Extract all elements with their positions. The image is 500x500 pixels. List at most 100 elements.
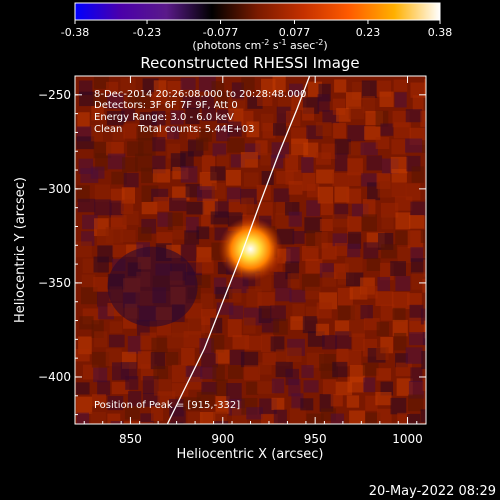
heatmap-cell bbox=[152, 155, 166, 174]
heatmap-cell bbox=[362, 199, 376, 217]
heatmap-cell bbox=[392, 307, 406, 322]
heatmap-cell bbox=[363, 318, 380, 331]
heatmap-cell bbox=[322, 379, 337, 396]
heatmap-cell bbox=[321, 242, 337, 260]
heatmap-cell bbox=[166, 352, 179, 366]
heatmap-cell bbox=[411, 166, 425, 183]
heatmap-cell bbox=[183, 397, 201, 411]
heatmap-cell bbox=[166, 332, 185, 349]
heatmap-cell bbox=[78, 80, 93, 96]
x-tick-label: 900 bbox=[211, 432, 234, 446]
heatmap-cell bbox=[227, 365, 243, 379]
heatmap-cell bbox=[150, 352, 166, 370]
heatmap-cell bbox=[337, 287, 353, 306]
heatmap-cell bbox=[213, 421, 229, 424]
heatmap-cell bbox=[409, 215, 425, 229]
heatmap-cell bbox=[394, 92, 407, 108]
heatmap-cell bbox=[272, 76, 286, 93]
heatmap-cell bbox=[361, 80, 378, 98]
heatmap-cell bbox=[171, 364, 188, 383]
heatmap-cell bbox=[210, 211, 229, 225]
heatmap-cell bbox=[244, 365, 261, 381]
heatmap-texture bbox=[75, 76, 443, 441]
heatmap-cell bbox=[375, 291, 394, 307]
heatmap-cell bbox=[135, 92, 151, 109]
heatmap-cell bbox=[289, 83, 303, 98]
x-tick-label: 850 bbox=[119, 432, 142, 446]
heatmap-cell bbox=[424, 79, 426, 97]
heatmap-cell bbox=[426, 292, 439, 308]
heatmap-cell bbox=[260, 153, 274, 166]
colorbar-gradient bbox=[74, 2, 441, 21]
heatmap-cell bbox=[380, 304, 395, 321]
y-tick-label: −400 bbox=[38, 370, 71, 384]
heatmap-cell bbox=[170, 110, 184, 125]
heatmap-cell bbox=[288, 181, 303, 195]
heatmap-cell bbox=[285, 427, 297, 441]
heatmap-cell bbox=[196, 391, 215, 408]
heatmap-cell bbox=[317, 186, 334, 204]
heatmap-cell bbox=[380, 123, 394, 136]
heatmap-cell bbox=[426, 181, 443, 196]
heatmap-cell bbox=[275, 212, 291, 231]
heatmap-cell bbox=[167, 212, 183, 230]
heatmap-cell bbox=[348, 350, 362, 366]
heatmap-cell bbox=[379, 91, 394, 107]
heatmap-cell bbox=[92, 394, 106, 407]
annotation-energy-range: Energy Range: 3.0 - 6.0 keV bbox=[94, 112, 234, 123]
heatmap-cell bbox=[322, 272, 337, 287]
heatmap-cell bbox=[76, 136, 95, 150]
heatmap-cell bbox=[375, 110, 389, 127]
heatmap-cell bbox=[229, 349, 245, 366]
heatmap-cell bbox=[407, 413, 421, 424]
heatmap-cell bbox=[395, 276, 411, 291]
heatmap-cell bbox=[426, 171, 442, 187]
colorbar-tick-label: -0.38 bbox=[61, 26, 89, 39]
heatmap-cell bbox=[241, 197, 255, 214]
heatmap-cell bbox=[303, 380, 319, 393]
heatmap-cell bbox=[286, 247, 300, 263]
heatmap-cell bbox=[77, 112, 90, 128]
heatmap-cell bbox=[75, 348, 90, 362]
heatmap-cell bbox=[408, 332, 426, 346]
annotation-counts: Clean Total counts: 5.44E+03 bbox=[94, 124, 254, 135]
heatmap-cell bbox=[289, 407, 306, 424]
heatmap-cell bbox=[376, 368, 392, 381]
colorbar-tick-label: -0.23 bbox=[133, 26, 161, 39]
heatmap-cell bbox=[202, 198, 218, 215]
heatmap-cell bbox=[285, 154, 299, 172]
heatmap-cell bbox=[423, 320, 426, 339]
heatmap-cell bbox=[215, 396, 230, 414]
heatmap-cell bbox=[127, 335, 142, 354]
heatmap-cell bbox=[275, 287, 292, 302]
heatmap-cell bbox=[347, 243, 361, 258]
heatmap-cell bbox=[187, 425, 204, 438]
heatmap-cell bbox=[94, 199, 112, 216]
heatmap-cell bbox=[151, 337, 168, 353]
heatmap-cell bbox=[286, 347, 302, 363]
heatmap-cell bbox=[256, 381, 275, 394]
colorbar: -0.38 -0.23 -0.077 0.077 0.23 0.38 (photons c… bbox=[61, 2, 452, 52]
heatmap-cell bbox=[346, 395, 360, 408]
heatmap-cell bbox=[93, 277, 109, 292]
heatmap-cell bbox=[167, 125, 180, 140]
heatmap-cell bbox=[229, 305, 244, 320]
heatmap-cell bbox=[408, 381, 424, 399]
heatmap-cell bbox=[94, 184, 111, 202]
heatmap-cell bbox=[151, 92, 168, 105]
heatmap-cell bbox=[228, 288, 242, 303]
heatmap-cell bbox=[334, 79, 347, 93]
heatmap-cell bbox=[172, 226, 188, 240]
axis-ticks: 850 900 950 1000 −250 −300 −350 −400 bbox=[38, 75, 426, 446]
heatmap-cell bbox=[246, 121, 260, 138]
low-intensity-region bbox=[107, 246, 198, 327]
heatmap-cell bbox=[425, 121, 426, 135]
heatmap-cell bbox=[292, 231, 305, 244]
heatmap-cell bbox=[335, 331, 352, 349]
heatmap-cell bbox=[273, 188, 290, 203]
heatmap-cell bbox=[105, 227, 124, 244]
heatmap-cell bbox=[211, 182, 226, 199]
heatmap-cell bbox=[335, 242, 348, 256]
heatmap-cell bbox=[346, 272, 364, 287]
